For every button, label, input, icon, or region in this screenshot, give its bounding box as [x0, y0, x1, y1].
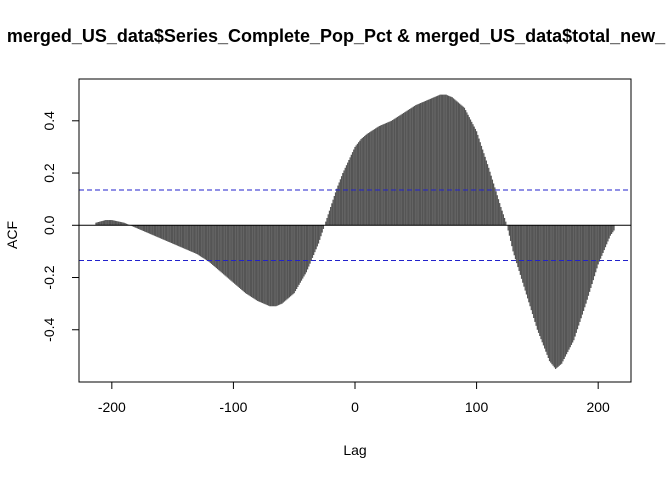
y-tick-label: 0.4 — [41, 111, 57, 131]
x-tick-label: 0 — [351, 399, 359, 415]
x-tick-label: 200 — [586, 399, 610, 415]
y-tick-label: 0.2 — [41, 163, 57, 183]
y-axis: -0.4 -0.2 0.0 0.2 0.4 — [41, 111, 80, 342]
x-axis-label: Lag — [343, 442, 366, 458]
y-tick-label: 0.0 — [41, 215, 57, 235]
x-tick-label: 100 — [465, 399, 489, 415]
chart-title: merged_US_data$Series_Complete_Pop_Pct &… — [7, 26, 666, 46]
y-tick-label: -0.2 — [41, 265, 57, 289]
y-axis-label: ACF — [4, 221, 20, 249]
ci-lines-group — [79, 189, 631, 262]
bars-group — [95, 94, 615, 369]
x-axis: -200 -100 0 100 200 — [98, 381, 610, 415]
x-tick-label: -100 — [219, 399, 247, 415]
x-tick-label: -200 — [98, 399, 126, 415]
y-tick-label: -0.4 — [41, 317, 57, 341]
